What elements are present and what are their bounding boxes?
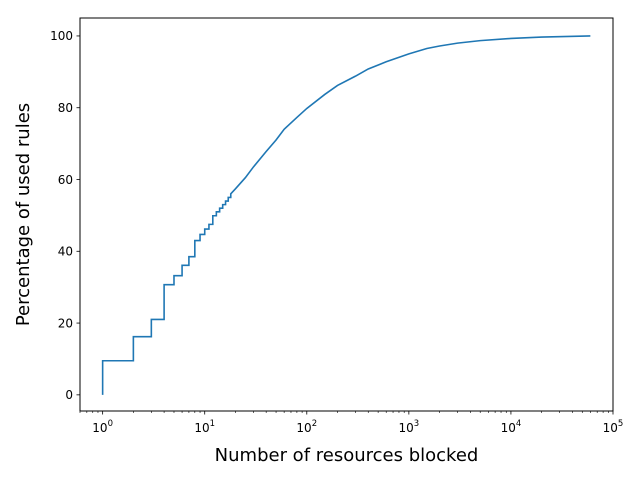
series-line-0 <box>101 35 591 395</box>
x-tick-label: 101 <box>194 419 215 435</box>
x-tick-label: 104 <box>501 419 522 435</box>
x-tick-label: 103 <box>399 419 420 435</box>
y-ticks: 0 20 40 60 80 100 <box>50 29 80 402</box>
plot-frame <box>79 17 614 412</box>
y-tick-label: 20 <box>58 316 73 330</box>
y-axis-label: Percentage of used rules <box>13 103 34 326</box>
plot-area <box>80 18 613 411</box>
y-tick-label: 60 <box>58 173 73 187</box>
y-tick-label: 0 <box>65 388 73 402</box>
x-tick-label: 100 <box>92 419 113 435</box>
y-tick-label: 100 <box>50 29 73 43</box>
y-tick-label: 80 <box>58 101 73 115</box>
x-axis-label: Number of resources blocked <box>215 445 479 466</box>
x-tick-label: 102 <box>296 419 317 435</box>
y-tick-label: 40 <box>58 245 73 259</box>
x-tick-label: 105 <box>603 419 624 435</box>
x-ticks: 100 101 102 103 104 105 <box>79 411 624 435</box>
series-layer <box>101 35 591 395</box>
